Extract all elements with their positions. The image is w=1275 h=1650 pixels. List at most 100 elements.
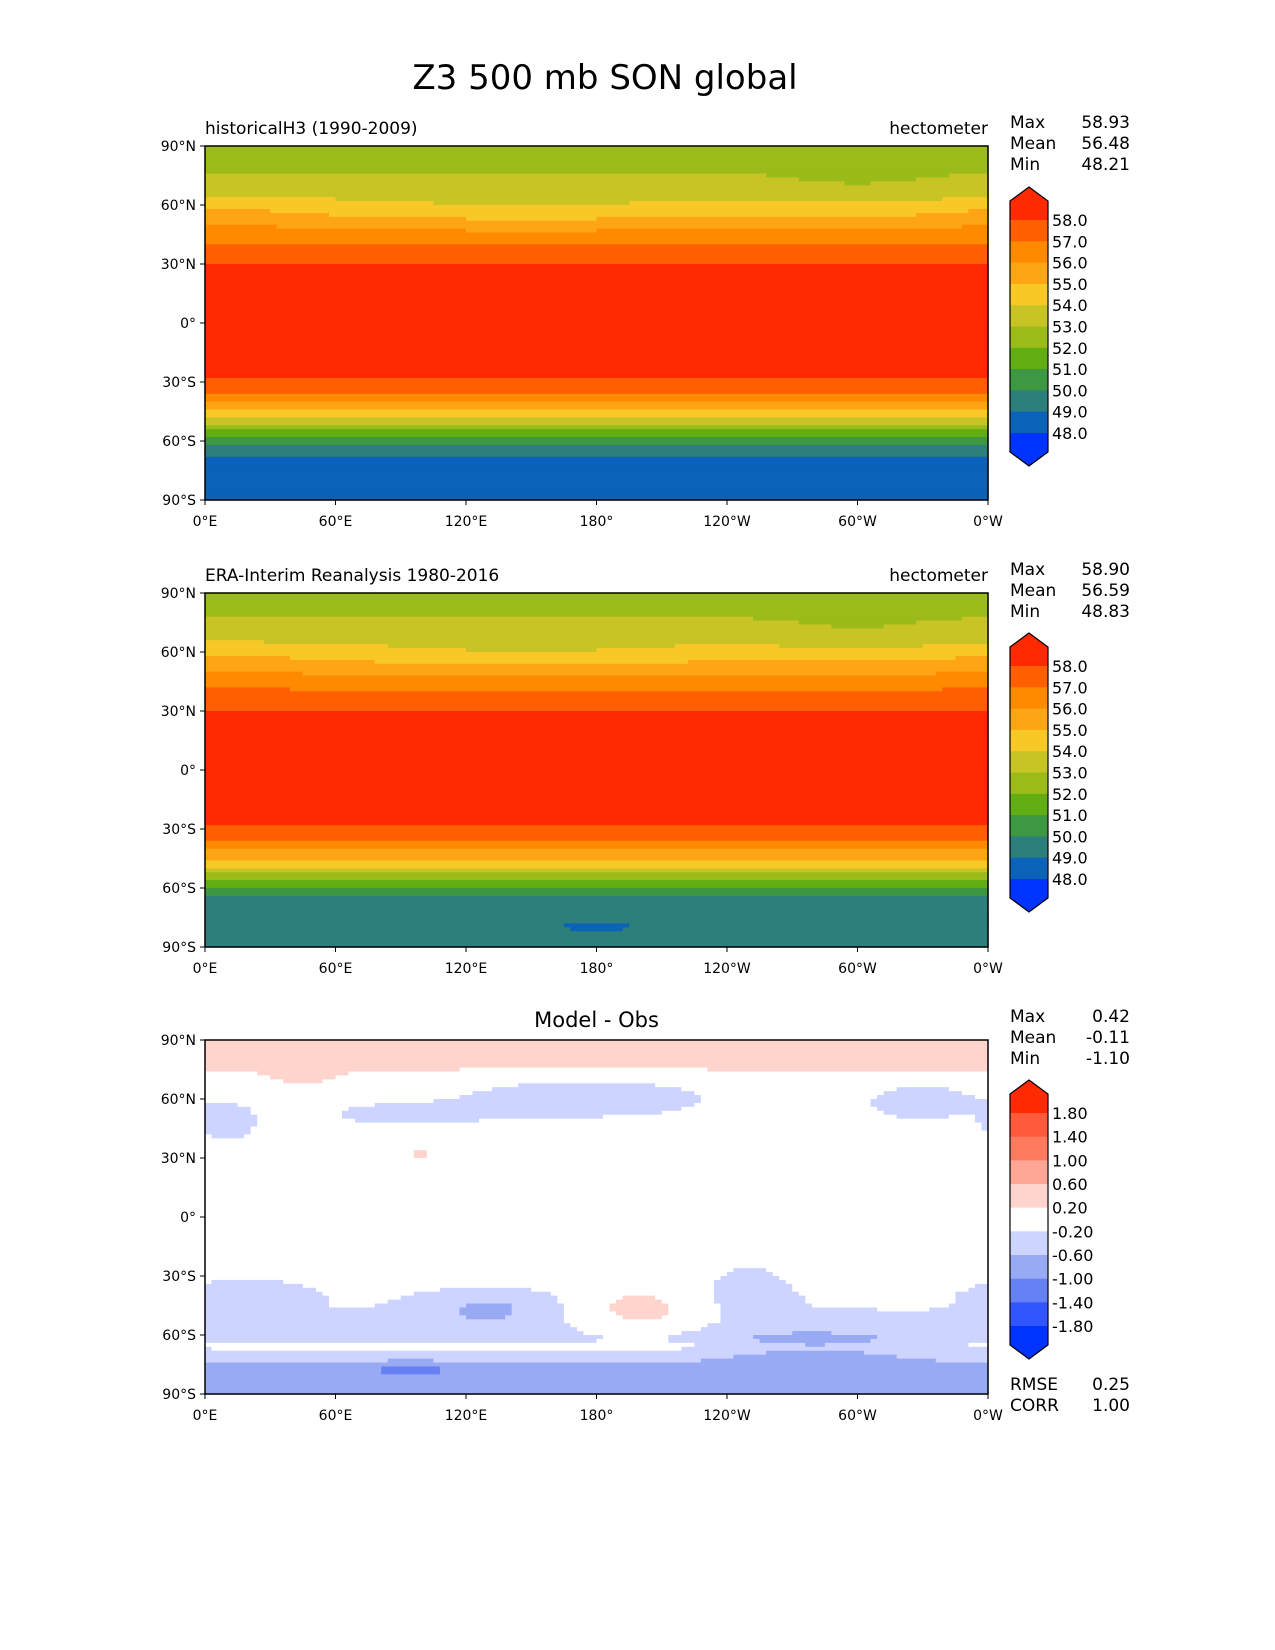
contour-cell — [211, 1346, 682, 1352]
contour-cell — [205, 1209, 989, 1214]
contour-cell — [205, 311, 989, 316]
contour-cell — [713, 1295, 806, 1301]
contour-cell — [205, 464, 989, 470]
contour-cell — [205, 378, 989, 383]
colorbar-tick-label: 48.0 — [1052, 870, 1088, 889]
contour-cell — [205, 208, 271, 214]
contour-cell — [205, 1059, 989, 1065]
contour-cell — [563, 1311, 617, 1316]
contour-cell — [413, 1150, 428, 1155]
contour-cell — [961, 224, 989, 230]
contour-cell — [205, 1146, 989, 1151]
contour-cell — [563, 923, 630, 928]
contour-cell — [798, 177, 917, 182]
colorbar-tick-label: -0.20 — [1052, 1222, 1093, 1241]
contour-cell — [205, 492, 989, 497]
colorbar-outline — [1009, 186, 1049, 467]
contour-cell — [205, 773, 989, 779]
contour-cell — [505, 1315, 565, 1320]
contour-cell — [205, 291, 989, 297]
contour-cell — [283, 1279, 715, 1285]
contour-cell — [805, 1342, 826, 1348]
contour-cell — [205, 244, 989, 249]
contour-cell — [511, 1311, 565, 1316]
contour-cell — [205, 240, 989, 245]
contour-cell — [205, 1342, 695, 1348]
contour-cell — [205, 1114, 258, 1120]
contour-cell — [205, 1331, 585, 1336]
contour-cell — [935, 671, 989, 677]
contour-cell — [205, 476, 989, 481]
contour-cell — [328, 1299, 389, 1305]
contour-cell — [328, 1303, 376, 1309]
contour-cell — [694, 1091, 885, 1096]
y-tick-label: 60°S — [162, 1328, 196, 1344]
contour-cell — [205, 397, 989, 403]
stat-label: Mean — [1010, 134, 1056, 154]
stat-value: 48.83 — [1081, 602, 1130, 622]
contour-cell — [439, 1370, 989, 1375]
colorbar-tick-label: 51.0 — [1052, 360, 1088, 379]
contour-cell — [205, 832, 989, 838]
contour-cell — [205, 146, 989, 151]
contour-cell — [257, 1114, 343, 1120]
contour-cell — [205, 1040, 989, 1045]
colorbar-tick-label: -0.60 — [1052, 1246, 1093, 1265]
contour-cell — [205, 762, 989, 767]
stat-value: 48.21 — [1081, 155, 1130, 175]
colorbar-extend-min — [1010, 1326, 1048, 1359]
contour-cell — [531, 1287, 715, 1293]
contour-cell — [205, 687, 291, 692]
contour-cell — [205, 856, 989, 862]
contour-cell — [622, 1315, 663, 1320]
colorbar-tick-label: 53.0 — [1052, 764, 1088, 783]
contour-cell — [205, 612, 989, 618]
contour-cell — [205, 797, 989, 803]
contour-cell — [205, 726, 989, 732]
colorbar-tick-label: 48.0 — [1052, 424, 1088, 443]
contour-cell — [205, 421, 989, 426]
contour-cell — [466, 648, 598, 653]
contour-cell — [576, 1327, 702, 1332]
contour-cell — [622, 1295, 656, 1301]
contour-cell — [205, 1165, 989, 1171]
colorbar-tick-label: 54.0 — [1052, 742, 1088, 761]
colorbar-tick-label: 52.0 — [1052, 339, 1088, 358]
contour-cell — [381, 1370, 441, 1375]
contour-cell — [205, 354, 989, 359]
x-tick-label: 0°E — [193, 514, 218, 530]
contour-cell — [694, 1342, 806, 1348]
contour-cell — [205, 644, 389, 649]
colorbar-tick-label: 1.00 — [1052, 1151, 1088, 1170]
contour-cell — [205, 413, 989, 418]
stat-value: -1.10 — [1086, 1049, 1130, 1069]
contour-cell — [805, 1299, 956, 1305]
contour-cell — [948, 1114, 976, 1120]
contour-cell — [596, 1338, 669, 1344]
contour-cell — [205, 1138, 989, 1143]
contour-cell — [205, 1177, 989, 1183]
colorbar-tick-label: 1.40 — [1052, 1128, 1088, 1147]
colorbar-swatch — [1010, 326, 1048, 349]
contour-cell — [205, 919, 989, 924]
contour-cell — [792, 1331, 832, 1336]
contour-cell — [342, 1114, 604, 1120]
y-tick-label: 90°S — [162, 940, 196, 956]
contour-cell — [205, 1142, 989, 1147]
contour-cell — [205, 923, 565, 928]
y-tick-label: 90°N — [161, 1033, 196, 1049]
contour-cell — [205, 205, 989, 210]
contour-cell — [942, 197, 989, 202]
contour-cell — [250, 1106, 350, 1112]
contour-cell — [205, 1303, 330, 1309]
x-tick-label: 0°E — [193, 961, 218, 977]
colorbar-tick-label: 52.0 — [1052, 785, 1088, 804]
contour-cell — [205, 1224, 989, 1230]
contour-cell — [205, 173, 767, 179]
y-tick-label: 60°N — [161, 1092, 196, 1108]
contour-cell — [877, 1106, 989, 1112]
contour-cell — [935, 1358, 989, 1364]
colorbar-extend-max — [1010, 1080, 1048, 1113]
contour-cell — [205, 153, 989, 159]
contour-cell — [205, 667, 989, 673]
